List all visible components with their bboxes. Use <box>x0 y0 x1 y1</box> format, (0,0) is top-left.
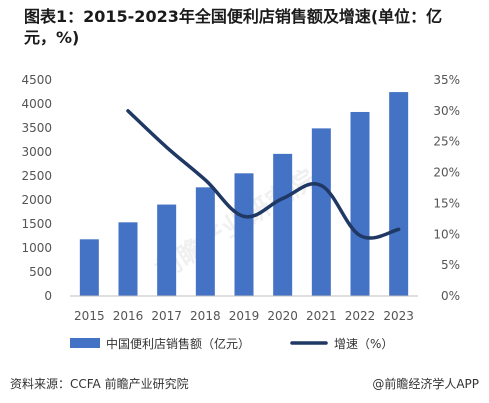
bar <box>273 153 293 296</box>
x-tick-label: 2023 <box>383 309 414 323</box>
bar <box>79 239 99 296</box>
y-left-tick-label: 500 <box>29 265 52 279</box>
y-axis-right: 0% 5% 10% 15% 20% 25% 30% 35% <box>433 73 460 303</box>
x-axis: 2015 2016 2017 2018 2019 2020 2021 2022 2023 <box>70 295 418 323</box>
source-note: 资料来源：CCFA 前瞻产业研究院 <box>10 377 189 391</box>
legend-label-line: 增速（%） <box>334 337 393 351</box>
bar <box>195 187 215 296</box>
bar <box>234 173 254 296</box>
y-left-tick-label: 2500 <box>21 169 52 183</box>
bar <box>350 111 370 296</box>
x-tick-label: 2020 <box>267 309 298 323</box>
bar <box>157 204 177 296</box>
bar <box>118 222 138 296</box>
x-tick-label: 2016 <box>113 309 144 323</box>
combo-chart: 前瞻产业研究院 05001000150020002500300035004000… <box>21 73 460 351</box>
growth-line <box>126 109 401 240</box>
footer: 资料来源：CCFA 前瞻产业研究院 @前瞻经济学人APP <box>0 373 489 393</box>
page-title: 图表1：2015-2023年全国便利店销售额及增速(单位：亿元，%) <box>24 7 443 47</box>
y-right-tick-label: 35% <box>433 73 460 87</box>
y-left-tick-label: 3500 <box>21 121 52 135</box>
bar <box>389 92 409 296</box>
bar <box>311 128 331 296</box>
y-right-tick-label: 10% <box>433 227 460 241</box>
x-tick-label: 2019 <box>229 309 260 323</box>
y-left-tick-label: 4000 <box>21 97 52 111</box>
x-tick-label: 2021 <box>306 309 337 323</box>
x-tick-label: 2022 <box>345 309 376 323</box>
line-series <box>126 109 401 240</box>
y-left-tick-label: 3000 <box>21 145 52 159</box>
app-credit: @前瞻经济学人APP <box>372 377 479 391</box>
y-axis-left: 0 500 1000 1500 2000 2500 3000 3500 4000 4500 <box>21 73 52 303</box>
x-tick-label: 2018 <box>190 309 221 323</box>
y-left-tick-label: 1500 <box>21 217 52 231</box>
y-right-tick-label: 30% <box>433 104 460 118</box>
legend: 中国便利店销售额（亿元） 增速（%） <box>70 336 393 351</box>
y-left-tick-label: 2000 <box>21 193 52 207</box>
y-right-tick-label: 0% <box>441 289 460 303</box>
bar-series <box>79 92 409 296</box>
y-right-tick-label: 20% <box>433 166 460 180</box>
y-left-tick-label: 1000 <box>21 241 52 255</box>
legend-label-bar: 中国便利店销售额（亿元） <box>106 336 250 351</box>
y-right-tick-label: 5% <box>441 258 460 272</box>
legend-swatch-bar <box>70 338 100 348</box>
y-left-tick-label: 0 <box>44 289 52 303</box>
y-right-tick-label: 25% <box>433 135 460 149</box>
x-tick-label: 2015 <box>74 309 105 323</box>
y-right-tick-label: 15% <box>433 196 460 210</box>
y-left-tick-label: 4500 <box>21 73 52 87</box>
x-tick-label: 2017 <box>151 309 182 323</box>
